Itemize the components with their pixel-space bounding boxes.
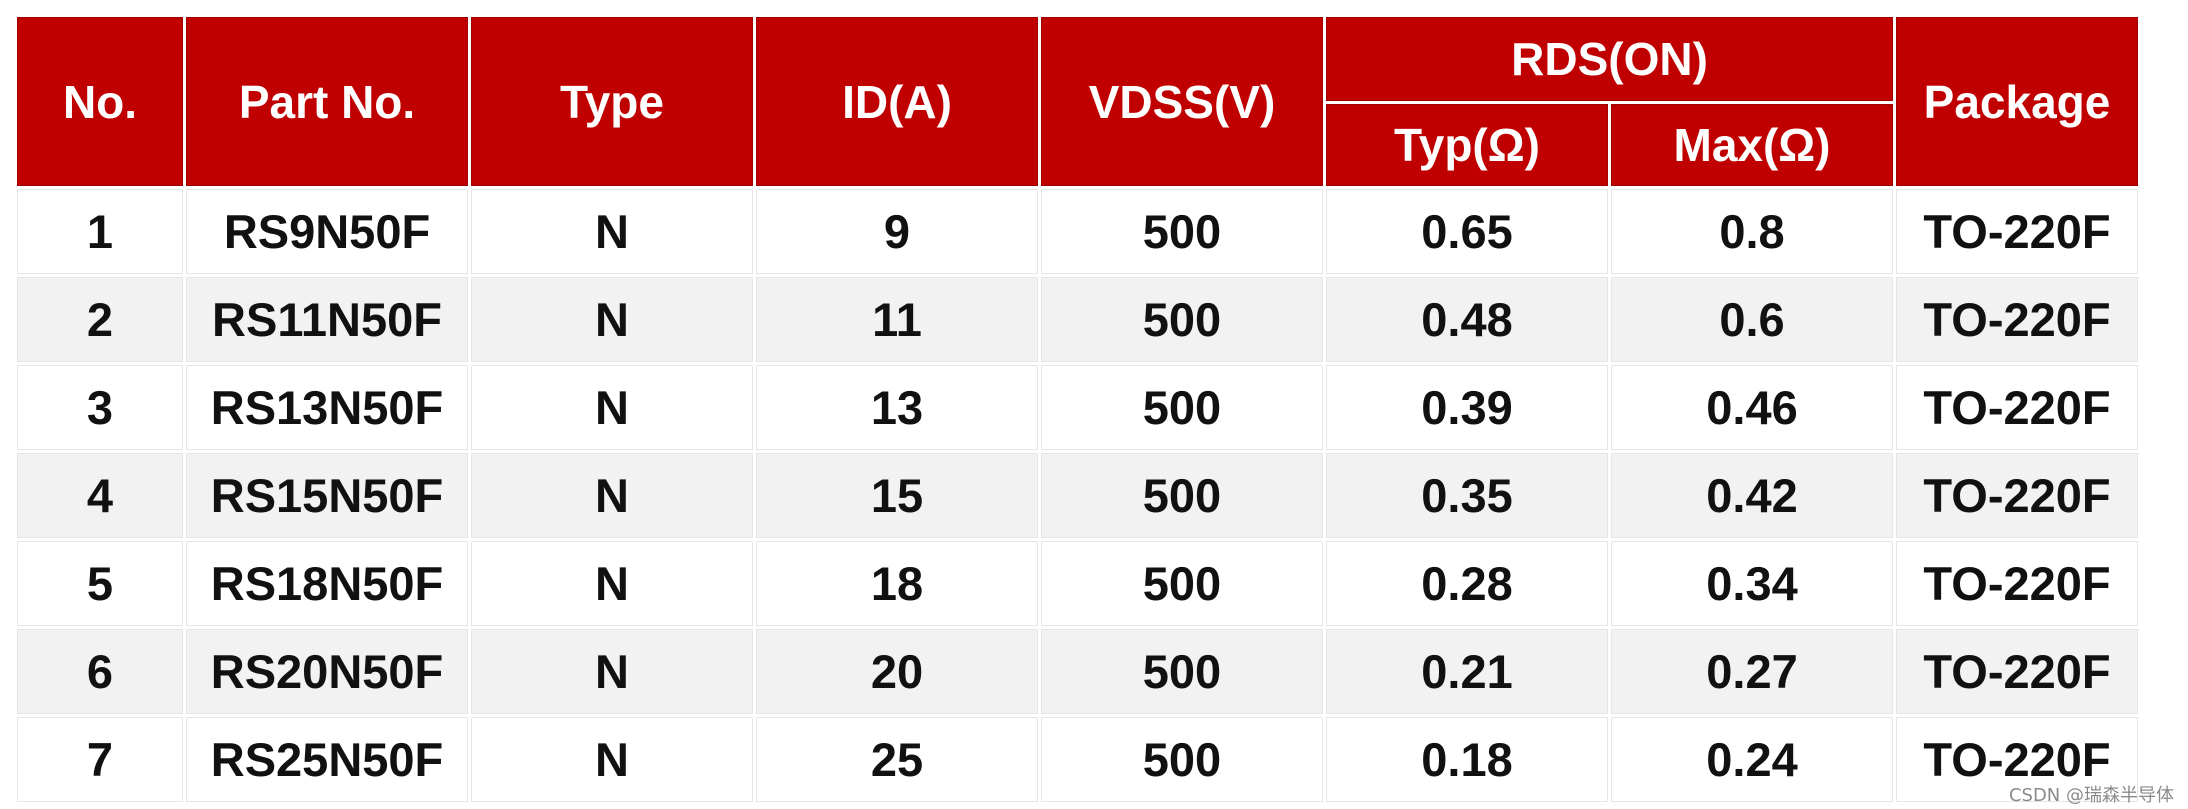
cell-rds-typ: 0.39 (1326, 365, 1608, 450)
header-vdss: VDSS(V) (1041, 17, 1323, 186)
cell-id: 20 (756, 629, 1038, 714)
cell-rds-typ: 0.28 (1326, 541, 1608, 626)
header-row: No. Part No. Type ID(A) VDSS(V) RDS(ON) … (17, 17, 2139, 186)
cell-package: TO-220F (1896, 629, 2139, 714)
cell-part-no: RS9N50F (186, 189, 468, 274)
cell-package: TO-220F (1896, 541, 2139, 626)
header-rds-on: RDS(ON) (1326, 17, 1894, 101)
cell-vdss: 500 (1041, 629, 1323, 714)
header-package: Package (1896, 17, 2139, 186)
cell-no: 6 (17, 629, 183, 714)
cell-no: 5 (17, 541, 183, 626)
cell-rds-max: 0.34 (1611, 541, 1894, 626)
cell-rds-typ: 0.65 (1326, 189, 1608, 274)
cell-type: N (471, 629, 753, 714)
table-row: 2 RS11N50F N 11 500 0.48 0.6 TO-220F (17, 277, 2139, 362)
cell-part-no: RS20N50F (186, 629, 468, 714)
cell-rds-max: 0.6 (1611, 277, 1894, 362)
header-subrow: Typ(Ω) Max(Ω) (17, 104, 2138, 186)
cell-part-no: RS13N50F (186, 365, 468, 450)
header-rds-typ: Typ(Ω) (1326, 104, 1608, 186)
cell-type: N (471, 189, 753, 274)
cell-type: N (471, 277, 753, 362)
cell-vdss: 500 (1041, 365, 1323, 450)
cell-part-no: RS15N50F (186, 453, 468, 538)
table-row: 4 RS15N50F N 15 500 0.35 0.42 TO-220F (17, 453, 2139, 538)
cell-rds-typ: 0.18 (1326, 717, 1608, 802)
cell-no: 3 (17, 365, 183, 450)
header-id: ID(A) (756, 17, 1038, 186)
cell-id: 9 (756, 189, 1038, 274)
cell-part-no: RS18N50F (186, 541, 468, 626)
header-rds-max: Max(Ω) (1611, 104, 1894, 186)
cell-part-no: RS11N50F (186, 277, 468, 362)
cell-id: 15 (756, 453, 1038, 538)
cell-no: 4 (17, 453, 183, 538)
cell-vdss: 500 (1041, 189, 1323, 274)
cell-type: N (471, 365, 753, 450)
cell-id: 18 (756, 541, 1038, 626)
cell-id: 11 (756, 277, 1038, 362)
cell-no: 1 (17, 189, 183, 274)
cell-no: 7 (17, 717, 183, 802)
cell-type: N (471, 453, 753, 538)
cell-package: TO-220F (1896, 277, 2139, 362)
header-type: Type (471, 17, 753, 186)
cell-rds-typ: 0.35 (1326, 453, 1608, 538)
cell-vdss: 500 (1041, 717, 1323, 802)
cell-rds-max: 0.8 (1611, 189, 1894, 274)
header-part-no: Part No. (186, 17, 468, 186)
cell-type: N (471, 541, 753, 626)
cell-rds-max: 0.24 (1611, 717, 1894, 802)
cell-vdss: 500 (1041, 453, 1323, 538)
cell-vdss: 500 (1041, 277, 1323, 362)
cell-rds-max: 0.46 (1611, 365, 1894, 450)
table-row: 6 RS20N50F N 20 500 0.21 0.27 TO-220F (17, 629, 2139, 714)
table-row: 1 RS9N50F N 9 500 0.65 0.8 TO-220F (17, 189, 2139, 274)
cell-rds-max: 0.27 (1611, 629, 1894, 714)
cell-part-no: RS25N50F (186, 717, 468, 802)
cell-package: TO-220F (1896, 717, 2139, 802)
cell-type: N (471, 717, 753, 802)
spec-table: No. Part No. Type ID(A) VDSS(V) RDS(ON) … (14, 14, 2142, 805)
table-row: 5 RS18N50F N 18 500 0.28 0.34 TO-220F (17, 541, 2139, 626)
watermark: CSDN @瑞森半导体 (2008, 785, 2174, 806)
cell-rds-typ: 0.21 (1326, 629, 1608, 714)
cell-package: TO-220F (1896, 365, 2139, 450)
cell-no: 2 (17, 277, 183, 362)
header-no: No. (17, 17, 183, 186)
cell-vdss: 500 (1041, 541, 1323, 626)
cell-rds-max: 0.42 (1611, 453, 1894, 538)
table-row: 7 RS25N50F N 25 500 0.18 0.24 TO-220F (17, 717, 2139, 802)
cell-rds-typ: 0.48 (1326, 277, 1608, 362)
table-row: 3 RS13N50F N 13 500 0.39 0.46 TO-220F (17, 365, 2139, 450)
cell-package: TO-220F (1896, 453, 2139, 538)
cell-id: 25 (756, 717, 1038, 802)
cell-id: 13 (756, 365, 1038, 450)
cell-package: TO-220F (1896, 189, 2139, 274)
